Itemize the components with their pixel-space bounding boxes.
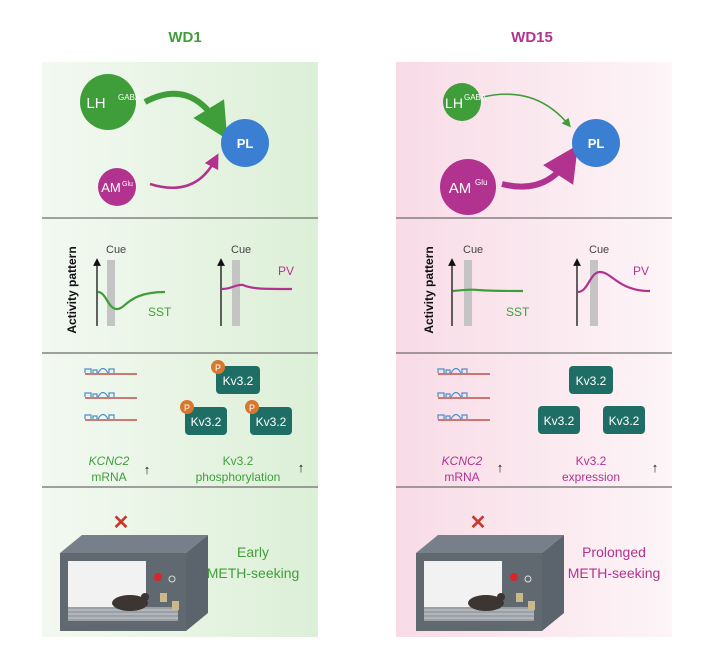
operant-chamber-icon <box>59 534 209 632</box>
protein-label: Kv3.2 <box>223 454 254 468</box>
increase-arrow-icon: ↑ <box>497 460 504 475</box>
svg-text:Kv3.2: Kv3.2 <box>191 415 222 429</box>
pl-label: PL <box>588 136 605 151</box>
lh-node <box>443 83 481 121</box>
cue-bar <box>107 260 115 326</box>
svg-text:Kv3.2: Kv3.2 <box>609 414 640 428</box>
gene-sub-label: mRNA <box>444 470 479 484</box>
kv32-box: Kv3.2 <box>569 366 613 394</box>
sst-trace <box>97 290 166 311</box>
behavior-line1: Early <box>237 544 269 560</box>
am-to-pl-arrow <box>501 144 578 190</box>
am-label: AM <box>101 180 121 195</box>
pl-node <box>572 119 620 167</box>
cue-label: Cue <box>589 244 609 256</box>
activity-ylabel: Activity pattern <box>65 246 79 333</box>
panel-wd1: LH GABA AM Glu PL Activity pattern Cue S… <box>42 62 318 637</box>
gene-sub-label: mRNA <box>91 470 126 484</box>
sst-label: SST <box>506 305 530 319</box>
title-wd1: WD1 <box>168 29 201 46</box>
sst-trace <box>452 288 524 293</box>
lh-label: LH <box>86 95 105 112</box>
pv-trace <box>221 283 293 291</box>
kv32-box: Kv3.2 <box>603 406 645 434</box>
protein-sub-label: expression <box>562 470 620 484</box>
operant-chamber-icon <box>415 534 565 632</box>
behavior-line2: METH-seeking <box>568 565 661 581</box>
increase-arrow-icon: ↑ <box>144 462 151 477</box>
am-superscript: Glu <box>475 178 487 187</box>
cue-label: Cue <box>106 244 126 256</box>
am-node <box>440 159 496 215</box>
protein-sub-label: phosphorylation <box>196 470 281 484</box>
phospho-icon: P <box>249 403 255 413</box>
title-wd15: WD15 <box>511 29 553 46</box>
gene-label: KCNC2 <box>442 454 483 468</box>
cue-label: Cue <box>463 244 483 256</box>
am-label: AM <box>449 180 472 197</box>
lh-to-pl-arrow <box>482 93 571 128</box>
lh-superscript: GABA <box>118 93 141 102</box>
pl-label: PL <box>237 136 254 151</box>
gene-label: KCNC2 <box>89 454 130 468</box>
cue-bar <box>232 260 240 326</box>
svg-text:Kv3.2: Kv3.2 <box>256 415 287 429</box>
lh-superscript: GABA <box>464 93 487 102</box>
kv32-box: Kv3.2 <box>538 406 580 434</box>
cross-icon: ✕ <box>470 512 487 534</box>
behavior-line2: METH-seeking <box>207 565 300 581</box>
lh-label: LH <box>445 95 463 111</box>
increase-arrow-icon: ↑ <box>652 460 659 475</box>
phospho-icon: P <box>215 363 221 373</box>
kv32-phospho: Kv3.2 P <box>245 400 292 435</box>
cross-icon: ✕ <box>113 512 130 534</box>
lh-node <box>80 74 136 130</box>
behavior-line1: Prolonged <box>582 544 646 560</box>
kv32-phospho: Kv3.2 P <box>180 400 227 435</box>
svg-text:Kv3.2: Kv3.2 <box>223 374 254 388</box>
sst-label: SST <box>148 305 172 319</box>
pv-label: PV <box>278 264 294 278</box>
panel-wd15: LH GABA AM Glu PL Activity pattern Cue S… <box>396 62 672 637</box>
am-to-pl-arrow <box>149 153 219 189</box>
am-superscript: Glu <box>122 181 133 188</box>
am-node <box>98 168 136 206</box>
lh-to-pl-arrow <box>143 90 228 140</box>
pv-trace <box>577 270 651 294</box>
pv-label: PV <box>633 264 649 278</box>
phospho-icon: P <box>184 403 190 413</box>
svg-text:Kv3.2: Kv3.2 <box>544 414 575 428</box>
increase-arrow-icon: ↑ <box>298 460 305 475</box>
kv32-phospho: Kv3.2 P <box>211 360 260 394</box>
protein-label: Kv3.2 <box>576 454 607 468</box>
svg-text:Kv3.2: Kv3.2 <box>576 374 607 388</box>
cue-label: Cue <box>231 244 251 256</box>
pl-node <box>221 119 269 167</box>
activity-ylabel: Activity pattern <box>422 246 436 333</box>
cue-bar <box>464 260 472 326</box>
cue-bar <box>590 260 598 326</box>
